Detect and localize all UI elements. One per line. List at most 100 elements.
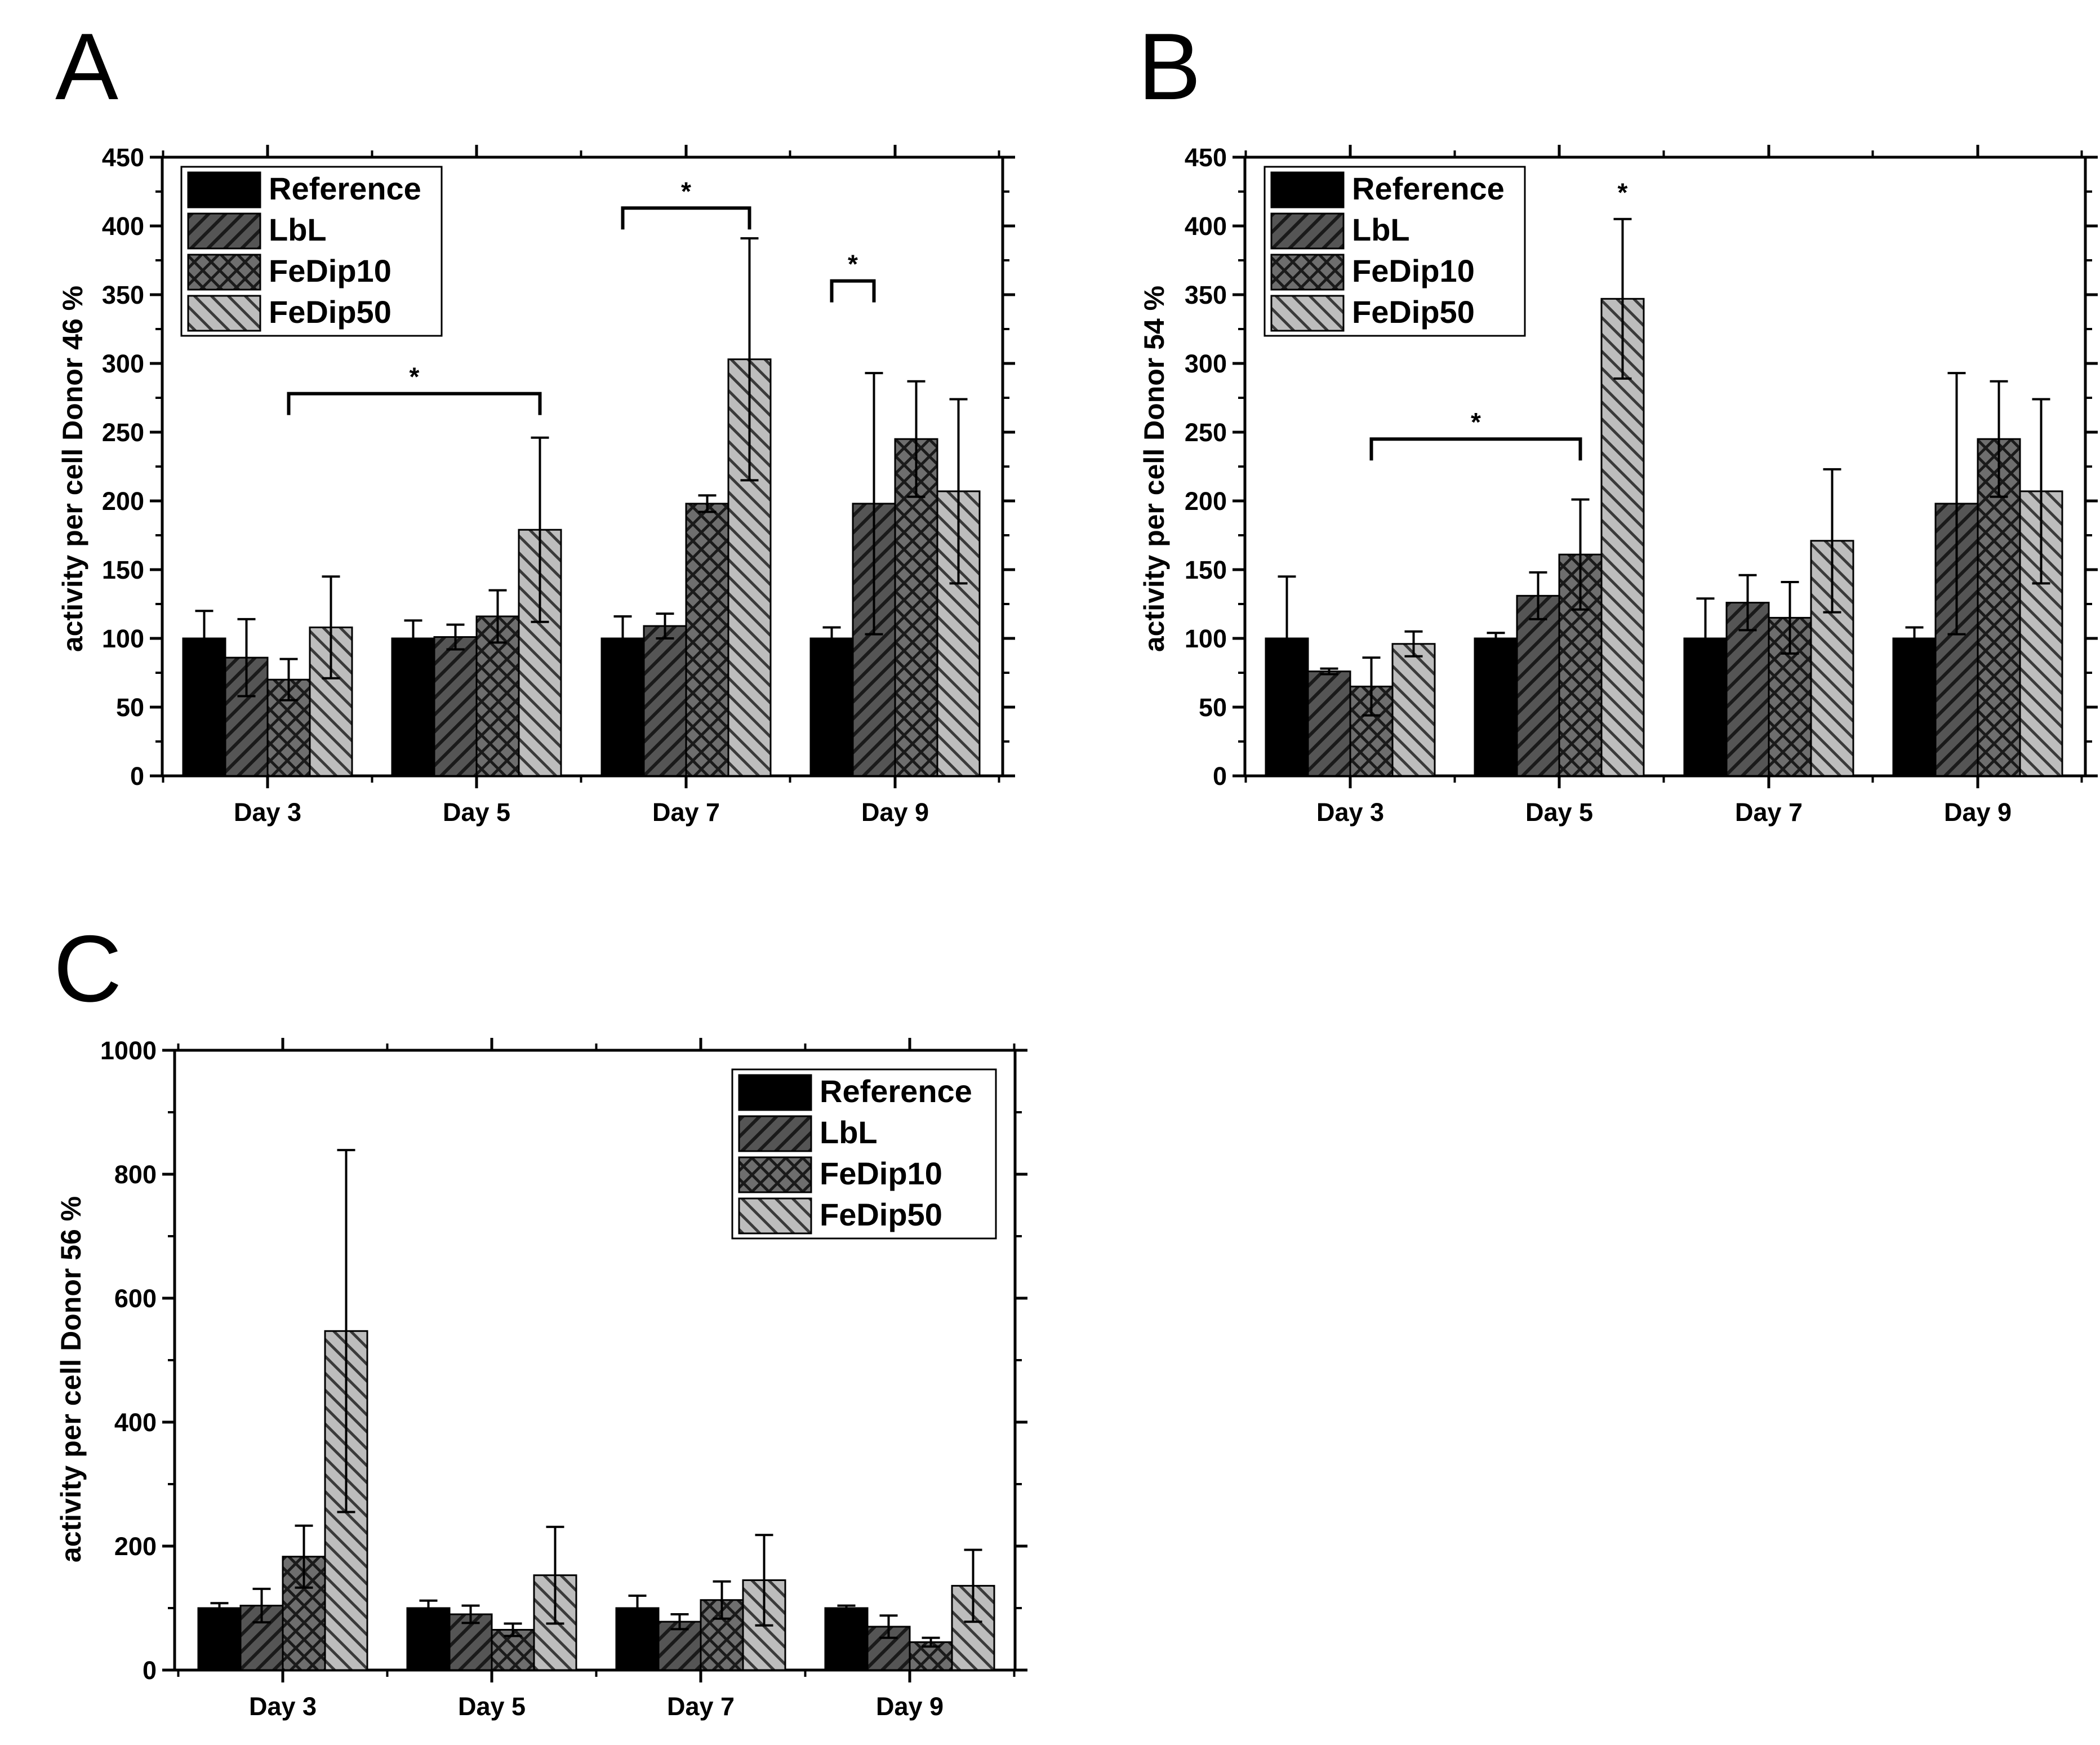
legend-label: Reference	[1352, 171, 1505, 206]
bar-reference-day-5	[406, 1607, 451, 1671]
legend-label: LbL	[269, 212, 327, 247]
significance-bracket	[1369, 437, 1582, 461]
legend-label: FeDip10	[269, 253, 391, 288]
x-tick-label: Day 7	[1735, 798, 1803, 827]
legend-swatch-lbl	[187, 212, 261, 250]
y-tick-label: 400	[1185, 212, 1227, 241]
x-tick-label: Day 9	[1944, 798, 2012, 827]
y-tick-label: 50	[116, 693, 144, 722]
y-tick-label: 250	[1185, 418, 1227, 447]
y-tick-label: 600	[114, 1284, 157, 1313]
x-tick-label: Day 9	[861, 798, 929, 827]
x-tick-label: Day 9	[876, 1692, 944, 1721]
bar-reference-day-5	[391, 637, 435, 777]
y-tick-label: 200	[1185, 487, 1227, 516]
x-tick-label: Day 5	[1525, 798, 1593, 827]
bar-lbl-day-5	[1516, 594, 1560, 777]
x-tick-label: Day 7	[652, 798, 720, 827]
panel-letter: A	[55, 14, 118, 119]
legend-swatch-reference	[738, 1074, 812, 1111]
significance-star: *	[1618, 177, 1628, 207]
bar-reference-day-9	[1892, 637, 1937, 777]
y-tick-label: 800	[114, 1160, 157, 1189]
bar-fedip10-day-3	[266, 678, 311, 777]
significance-star: *	[848, 250, 858, 279]
y-tick-label: 100	[1185, 624, 1227, 653]
x-tick-label: Day 5	[443, 798, 510, 827]
legend-swatch-fedip10	[738, 1156, 812, 1193]
y-axis-title: activity per cell Donor 46 %	[57, 286, 88, 652]
legend: Reference LbL FeDip10 FeDip50	[180, 166, 443, 337]
bar-fedip10-day-7	[685, 503, 729, 777]
legend: Reference LbL FeDip10 FeDip50	[1263, 166, 1526, 337]
bar-reference-day-9	[824, 1607, 869, 1671]
bar-fedip50-day-9	[951, 1584, 995, 1671]
significance-bracket	[621, 206, 751, 230]
legend-label: FeDip10	[820, 1156, 942, 1191]
bar-reference-day-5	[1474, 637, 1518, 777]
x-tick-label: Day 7	[667, 1692, 735, 1721]
y-tick-label: 0	[130, 762, 144, 791]
y-tick-label: 350	[1185, 281, 1227, 309]
y-tick-label: 300	[1185, 349, 1227, 378]
legend-label: FeDip50	[820, 1197, 942, 1232]
bar-lbl-day-7	[643, 625, 687, 777]
legend-label: FeDip50	[269, 294, 391, 330]
legend-swatch-reference	[1270, 171, 1345, 208]
legend-swatch-lbl	[738, 1115, 812, 1152]
legend-swatch-reference	[187, 171, 261, 208]
legend-label: FeDip10	[1352, 253, 1475, 288]
legend-label: Reference	[269, 171, 421, 206]
y-tick-label: 150	[1185, 556, 1227, 584]
legend-swatch-fedip10	[187, 254, 261, 291]
significance-star: *	[1471, 407, 1481, 437]
panel-c: C activity per cell Donor 56 % 0 200 400 60…	[54, 916, 1027, 1721]
y-tick-label: 0	[143, 1656, 157, 1685]
significance-bracket	[830, 279, 876, 303]
bar-reference-day-3	[197, 1607, 242, 1671]
y-tick-label: 250	[102, 418, 144, 447]
y-tick-label: 450	[102, 143, 144, 172]
legend-swatch-fedip50	[738, 1197, 812, 1235]
panel-letter: B	[1138, 14, 1201, 119]
y-tick-label: 350	[102, 281, 144, 309]
bar-lbl-day-5	[433, 636, 478, 777]
y-tick-label: 200	[114, 1532, 157, 1561]
legend-label: Reference	[820, 1073, 972, 1109]
x-tick-label: Day 3	[1316, 798, 1384, 827]
bar-lbl-day-3	[1307, 671, 1351, 777]
legend: Reference LbL FeDip10 FeDip50	[731, 1068, 997, 1240]
panel-letter: C	[54, 916, 122, 1022]
x-tick-label: Day 3	[249, 1692, 317, 1721]
bar-chart: 0 50 100 150 200 250 300 350 400 450 Day 3 Day 5 Day…	[102, 143, 1015, 827]
legend-label: LbL	[1352, 212, 1410, 247]
y-axis-title: activity per cell Donor 56 %	[55, 1196, 87, 1562]
bar-lbl-day-7	[1725, 602, 1770, 777]
y-tick-label: 450	[1185, 143, 1227, 172]
y-tick-label: 300	[102, 349, 144, 378]
panel-b: B activity per cell Donor 54 % 0 50 100 150…	[1138, 14, 2098, 827]
legend-label: LbL	[820, 1115, 878, 1150]
bar-chart: 0 50 100 150 200 250 300 350 400 450 Day 3 Day 5 Day…	[1185, 143, 2098, 827]
y-tick-label: 1000	[100, 1036, 157, 1065]
significance-bracket	[287, 392, 542, 415]
legend-swatch-lbl	[1270, 212, 1345, 250]
legend-label: FeDip50	[1352, 294, 1475, 330]
y-tick-label: 200	[102, 487, 144, 516]
bar-chart: 0 200 400 600 800 1000 Day 3 Day 5 Day 7 Day 9 Ref…	[100, 1036, 1027, 1721]
x-tick-label: Day 3	[234, 798, 301, 827]
significance-star: *	[410, 362, 420, 392]
bar-reference-day-9	[809, 637, 854, 777]
bar-fedip50-day-3	[1391, 643, 1436, 777]
legend-swatch-fedip50	[187, 295, 261, 332]
x-tick-label: Day 5	[458, 1692, 526, 1721]
y-tick-label: 400	[102, 212, 144, 241]
y-tick-label: 150	[102, 556, 144, 584]
panel-a: A activity per cell Donor 46 % 0 50 100 150…	[55, 14, 1015, 827]
significance-star: *	[681, 176, 691, 206]
legend-swatch-fedip10	[1270, 254, 1345, 291]
y-tick-label: 50	[1199, 693, 1227, 722]
y-tick-label: 100	[102, 624, 144, 653]
y-tick-label: 0	[1213, 762, 1227, 791]
